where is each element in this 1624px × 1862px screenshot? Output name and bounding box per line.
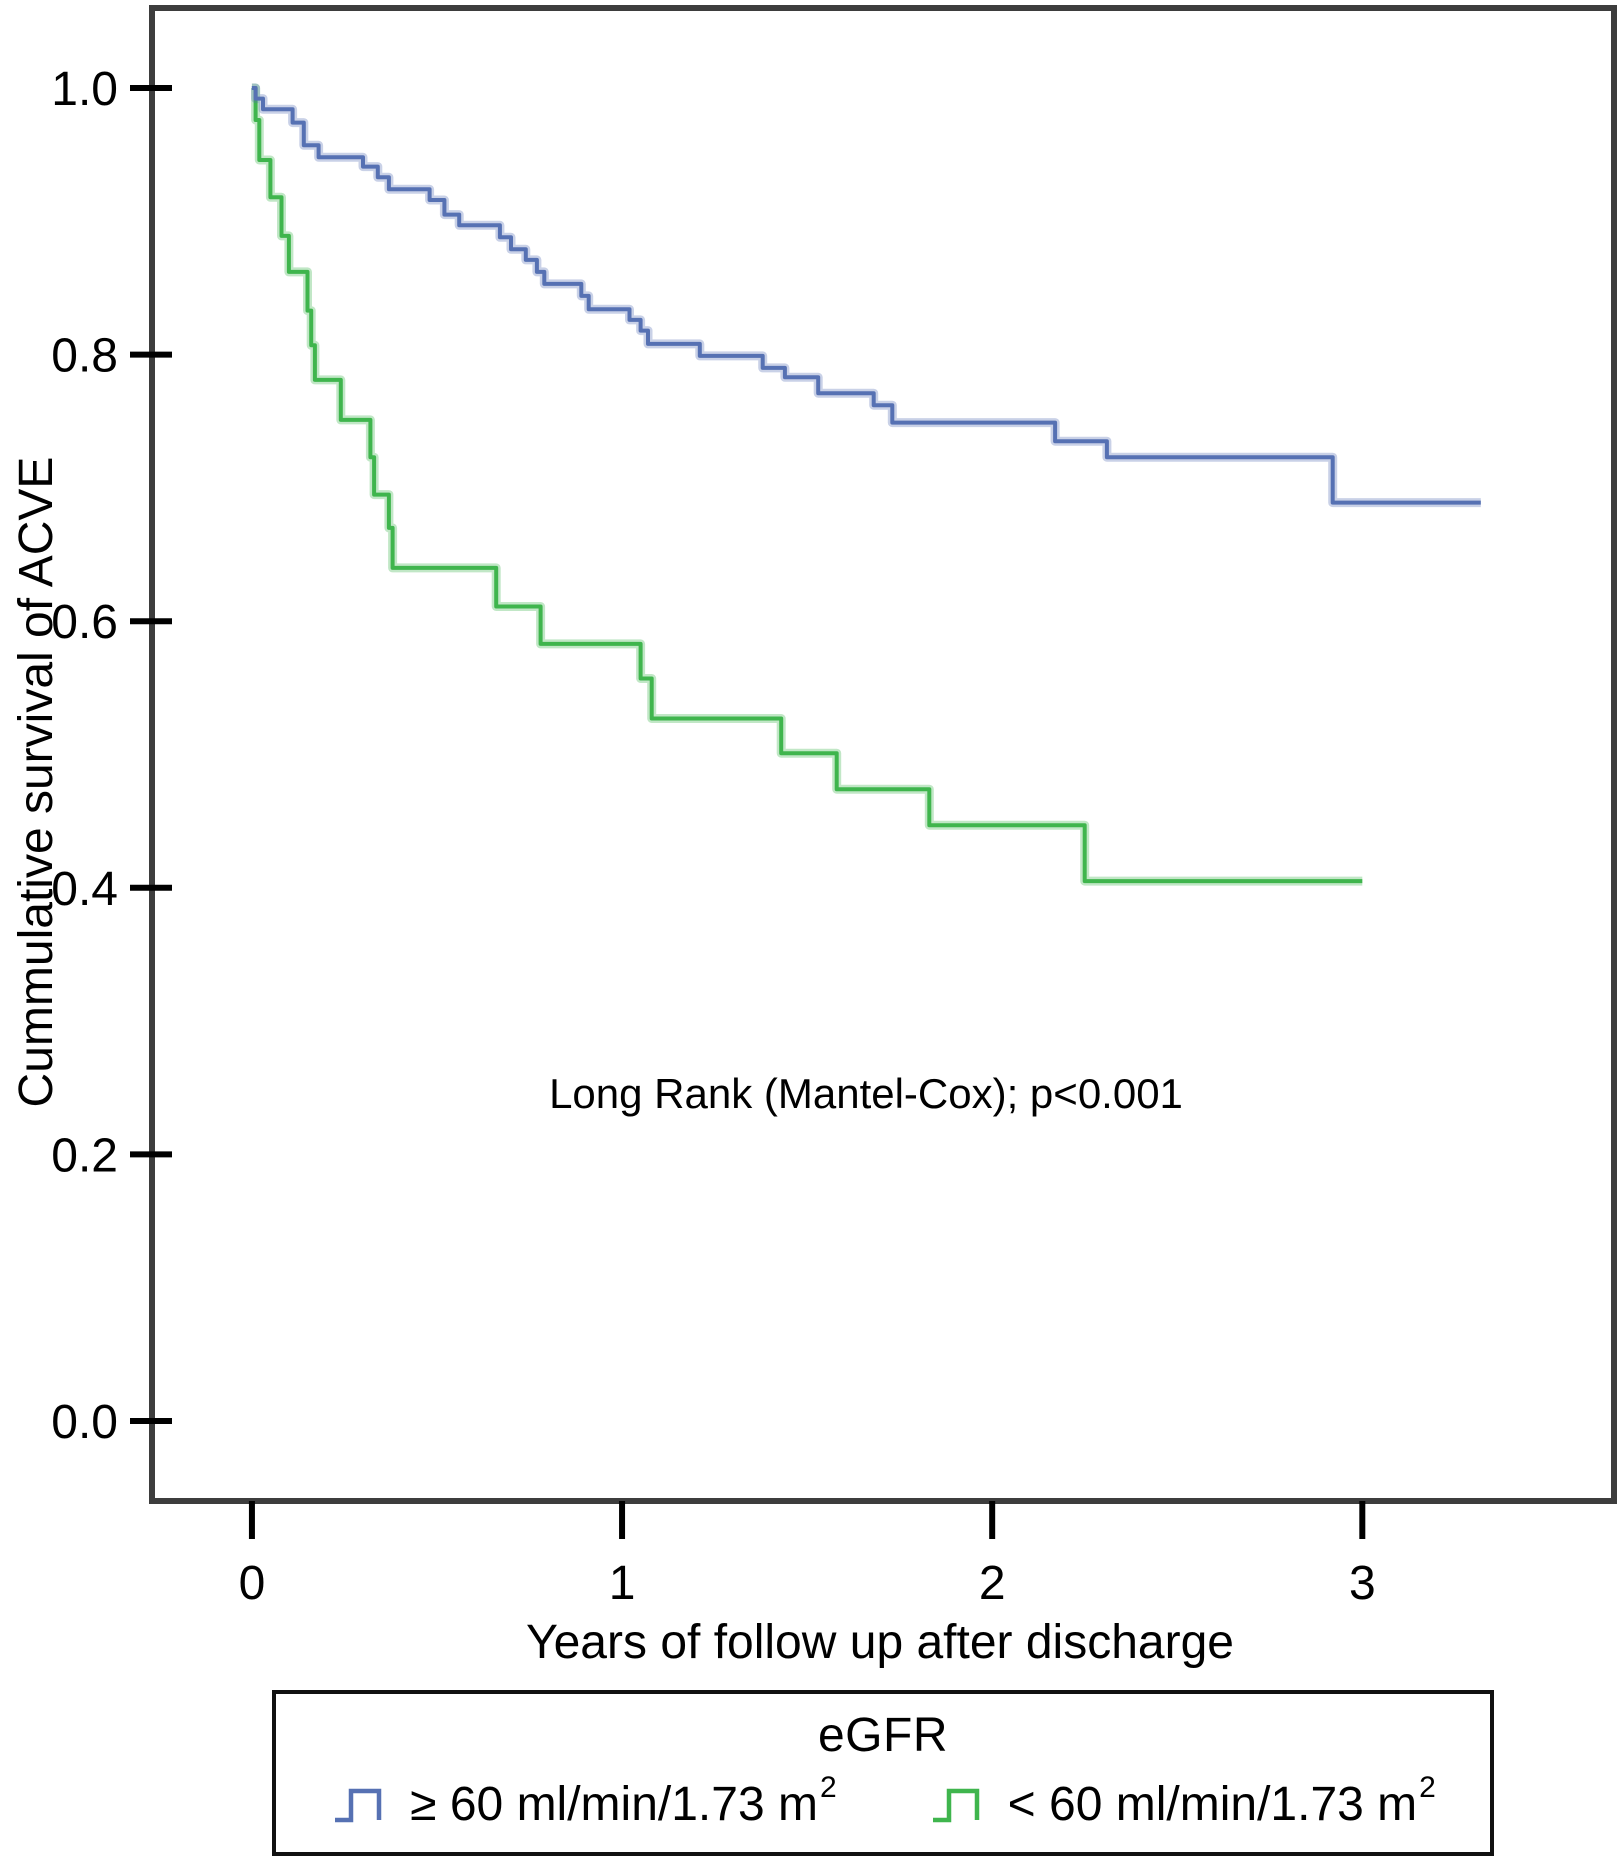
- y-tick-label: 0.6: [51, 596, 118, 649]
- step-line-icon: [932, 1788, 979, 1822]
- step-line-icon-path: [932, 1788, 979, 1822]
- y-tick-label: 1.0: [51, 63, 118, 116]
- step-line-icon-path: [335, 1788, 382, 1822]
- legend-entry-label-superscript: 2: [1419, 1771, 1436, 1804]
- step-line-icon: [335, 1788, 382, 1822]
- plot-frame: [149, 5, 1617, 1504]
- y-axis-ticks: 0.0 0.2 0.4 0.6 0.8 1.0: [51, 63, 172, 1449]
- legend-entries: ≥ 60 ml/min/1.73 m2 < 60 ml/min/1.73 m2: [276, 1771, 1490, 1832]
- legend-entry-label-superscript: 2: [819, 1771, 837, 1804]
- curve-halo-egfr-ge-60: [251, 83, 1481, 508]
- x-tick-label: 2: [979, 1557, 1006, 1610]
- survival-plot-canvas: 0.0 0.2 0.4 0.6 0.8 1.0 0 1 2 3 Cummulative surv…: [10, 5, 1617, 1669]
- legend-entry-egfr-ge-60: ≥ 60 ml/min/1.73 m2: [332, 1771, 837, 1832]
- curve-halo-egfr-lt-60: [251, 83, 1363, 886]
- legend: eGFR ≥ 60 ml/min/1.73 m2 < 60 ml/min/1.73…: [272, 1690, 1494, 1856]
- x-tick-label: 3: [1349, 1557, 1376, 1610]
- x-axis-ticks: 0 1 2 3: [239, 1501, 1376, 1610]
- legend-entry-egfr-lt-60: < 60 ml/min/1.73 m2: [930, 1771, 1436, 1832]
- legend-entry-label: < 60 ml/min/1.73 m2: [1007, 1771, 1436, 1831]
- y-tick-label: 0.0: [51, 1396, 118, 1449]
- y-tick-label: 0.8: [51, 330, 118, 383]
- y-tick-label: 0.2: [51, 1129, 118, 1182]
- legend-entry-label: ≥ 60 ml/min/1.73 m2: [410, 1771, 837, 1831]
- curve-egfr-ge-60: [251, 86, 1481, 505]
- curve-egfr-lt-60: [251, 86, 1363, 884]
- y-tick-label: 0.4: [51, 863, 118, 916]
- annotation-logrank: Long Rank (Mantel-Cox); p<0.001: [549, 1070, 1183, 1117]
- survival-curves: [251, 83, 1481, 886]
- x-tick-label: 1: [609, 1557, 636, 1610]
- y-axis-title: Cummulative survival of ACVE: [10, 457, 63, 1108]
- x-axis-title: Years of follow up after discharge: [526, 1616, 1234, 1669]
- legend-title: eGFR: [817, 1709, 948, 1762]
- x-tick-label: 0: [239, 1557, 266, 1610]
